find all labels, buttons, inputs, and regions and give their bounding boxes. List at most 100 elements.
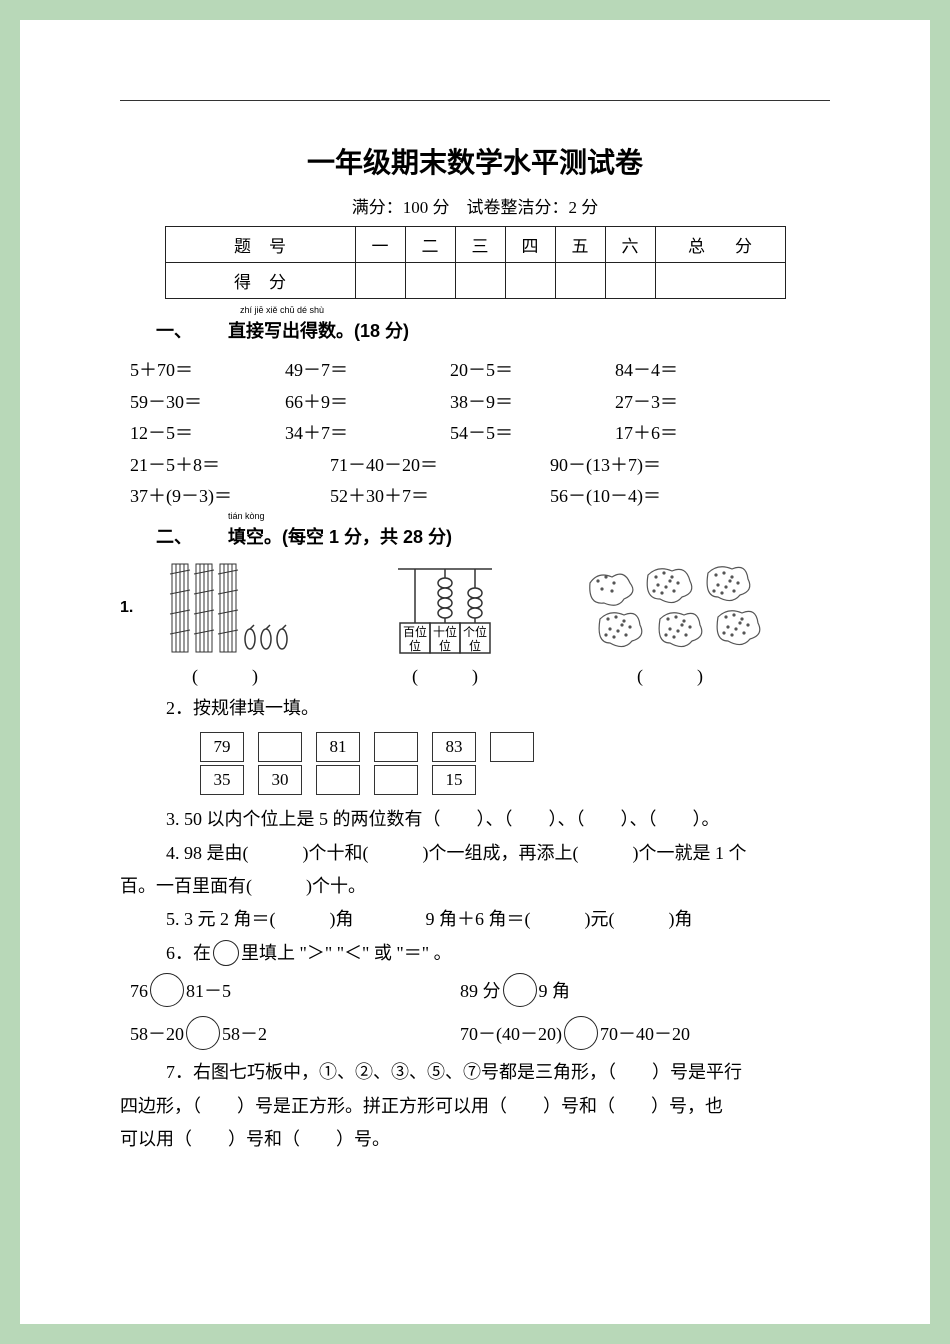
expr: 84－4＝ (615, 355, 755, 387)
compare-row: 76 81－5 89 分9 角 (130, 970, 830, 1013)
blank: ( ) (560, 662, 780, 688)
circle-icon (186, 1016, 220, 1050)
compare-item: 58－20 58－2 (130, 1013, 460, 1056)
q5-text: 5. 3 元 2 角＝( )角 9 角＋6 角＝( )元( )角 (120, 903, 830, 936)
compare-item: 89 分9 角 (460, 970, 570, 1013)
seq-cell (374, 765, 418, 795)
col-head: 二 (405, 227, 455, 263)
expr: 49－7＝ (285, 355, 450, 387)
expr: 17＋6＝ (615, 418, 755, 450)
seq-cell: 83 (432, 732, 476, 762)
svg-text:十位: 十位 (433, 624, 457, 639)
q4b-text: 百。一百里面有( )个十。 (120, 870, 830, 903)
expr: 21－5＋8＝ (130, 450, 330, 482)
circle-icon (150, 973, 184, 1007)
q1-abacus: 百位 十位 个位 位 位 位 ( ) (330, 561, 560, 688)
pinyin-text: tián kòng (192, 511, 264, 521)
rhs: 58－2 (222, 1024, 267, 1044)
exam-subtitle: 满分：100 分 试卷整洁分：2 分 (120, 193, 830, 218)
expr: 34＋7＝ (285, 418, 450, 450)
arith-row: 37＋(9－3)＝ 52＋30＋7＝ 56－(10－4)＝ (130, 481, 830, 513)
total-label: 总分 (655, 227, 785, 263)
pinyin-word: tián kòng填空 (192, 523, 264, 549)
q3-text: 3. 50 以内个位上是 5 的两位数有（ ）、（ ）、（ ）、（ ）。 (120, 803, 830, 836)
expr: 52＋30＋7＝ (330, 481, 550, 513)
q-number: 1. (120, 599, 133, 617)
row-label: 得分 (165, 263, 355, 299)
lhs: 58－20 (130, 1024, 184, 1044)
arithmetic-block: 5＋70＝ 49－7＝ 20－5＝ 84－4＝ 59－30＝ 66＋9＝ 38－… (120, 355, 830, 513)
arith-row: 21－5＋8＝ 71－40－20＝ 90－(13＋7)＝ (130, 450, 830, 482)
q7a-text: 7．右图七巧板中，①、②、③、⑤、⑦号都是三角形，（ ）号是平行 (120, 1056, 830, 1089)
row-label: 题号 (165, 227, 355, 263)
q7b-text: 四边形，（ ）号是正方形。拼正方形可以用（ ）号和（ ）号，也 (120, 1090, 830, 1123)
sequence-a: 79 81 83 (200, 732, 534, 762)
exam-title: 一年级期末数学水平测试卷 (120, 141, 830, 181)
compare-block: 76 81－5 89 分9 角 58－20 58－2 70－(40－20) 70－40… (120, 970, 830, 1056)
expr: 90－(13＋7)＝ (550, 450, 730, 482)
seq-cell: 35 (200, 765, 244, 795)
seq-cell (316, 765, 360, 795)
q1-dotgroups: ( ) (560, 561, 780, 688)
svg-text:位: 位 (409, 638, 421, 653)
section-2-heading: 二、tián kòng填空。(每空 1 分，共 28 分) (120, 523, 830, 549)
score-cell (405, 263, 455, 299)
score-cell (505, 263, 555, 299)
seq-cell (374, 732, 418, 762)
expr: 56－(10－4)＝ (550, 481, 730, 513)
seq-cell: 15 (432, 765, 476, 795)
section-prefix: 二、 (156, 527, 192, 547)
section-1-heading: 一、zhí jiē xiě chū dé shù直接写出得数。(18 分) (120, 317, 830, 343)
lhs: 76 (130, 981, 148, 1001)
score-cell (605, 263, 655, 299)
expr: 27－3＝ (615, 387, 755, 419)
blank: ( ) (120, 662, 330, 688)
q1-bundles: 1. (120, 561, 330, 688)
heading-post: 。(18 分) (336, 321, 409, 341)
circle-icon (564, 1016, 598, 1050)
expr: 71－40－20＝ (330, 450, 550, 482)
score-cell (355, 263, 405, 299)
heading-mid: 填空 (228, 527, 264, 547)
sticks-icon (166, 561, 306, 656)
q6-text: 6．在里填上 "＞" "＜" 或 "＝" 。 (120, 937, 830, 970)
pinyin-word: zhí jiē xiě chū dé shù直接写出得数 (192, 317, 336, 343)
table-row: 得分 (165, 263, 785, 299)
arith-row: 12－5＝ 34＋7＝ 54－5＝ 17＋6＝ (130, 418, 830, 450)
expr: 59－30＝ (130, 387, 285, 419)
arith-row: 5＋70＝ 49－7＝ 20－5＝ 84－4＝ (130, 355, 830, 387)
col-head: 六 (605, 227, 655, 263)
col-head: 四 (505, 227, 555, 263)
seq-cell: 30 (258, 765, 302, 795)
svg-text:百位: 百位 (403, 624, 427, 639)
dot-groups-icon (570, 561, 770, 656)
lhs: 70－(40－20) (460, 1024, 562, 1044)
svg-text:位: 位 (469, 638, 481, 653)
score-cell (655, 263, 785, 299)
col-head: 一 (355, 227, 405, 263)
top-rule (120, 100, 830, 101)
score-cell (555, 263, 605, 299)
rhs: 9 角 (539, 981, 571, 1001)
svg-text:位: 位 (439, 638, 451, 653)
expr: 38－9＝ (450, 387, 615, 419)
circle-icon (503, 973, 537, 1007)
circle-icon (213, 940, 239, 966)
col-head: 五 (555, 227, 605, 263)
rhs: 70－40－20 (600, 1024, 690, 1044)
abacus-icon: 百位 十位 个位 位 位 位 (390, 561, 500, 656)
pinyin-text: zhí jiē xiě chū dé shù (192, 305, 336, 315)
expr: 12－5＝ (130, 418, 285, 450)
expr: 66＋9＝ (285, 387, 450, 419)
q1-figures: 1. (120, 561, 830, 688)
q2-text: 2．按规律填一填。 (120, 692, 830, 725)
seq-cell (490, 732, 534, 762)
blank: ( ) (330, 662, 560, 688)
seq-cell (258, 732, 302, 762)
heading-post: 。(每空 1 分，共 28 分) (264, 527, 452, 547)
section-prefix: 一、 (156, 321, 192, 341)
heading-mid: 直接写出得数 (228, 321, 336, 341)
sequence-b: 35 30 15 (200, 765, 476, 795)
rhs: 81－5 (186, 981, 231, 1001)
q6-pre: 6．在 (166, 943, 211, 963)
